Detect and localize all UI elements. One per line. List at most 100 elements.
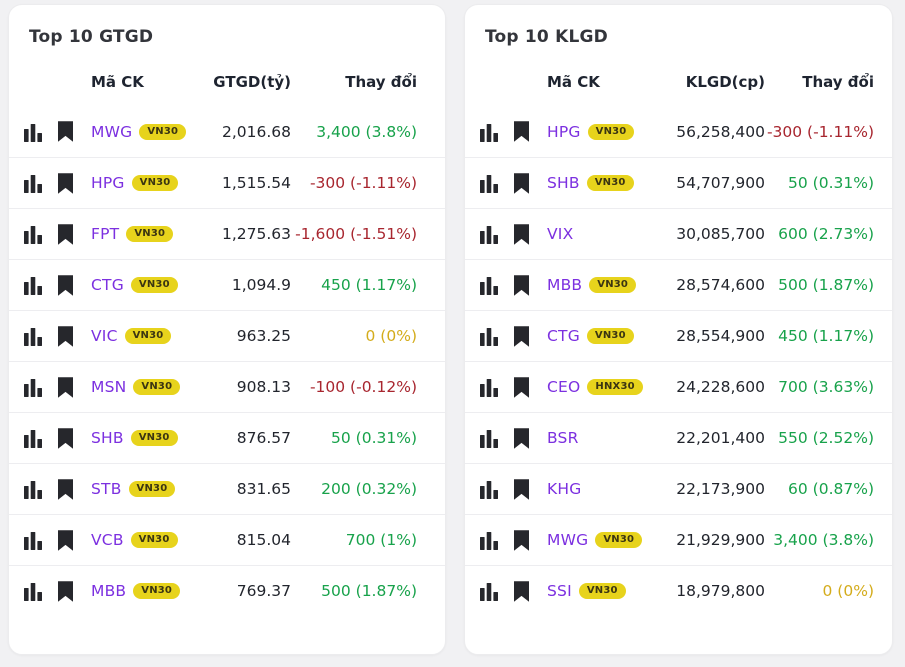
column-header-symbol: Mã CK [91,73,144,91]
row-value: 815.04 [236,531,291,549]
bar-chart-icon[interactable] [479,428,499,448]
bar-chart-icon[interactable] [23,377,43,397]
bookmark-icon[interactable] [56,172,75,195]
ticker-symbol[interactable]: HPG [547,122,581,141]
row-actions [479,580,547,603]
bar-chart-icon[interactable] [23,428,43,448]
bar-chart-icon[interactable] [479,224,499,244]
table-row: FPT VN30 1,275.63 -1,600 (-1.51%) [9,208,445,259]
row-actions [23,427,91,450]
bar-chart-icon[interactable] [479,173,499,193]
row-value: 876.57 [236,429,291,447]
ticker-symbol[interactable]: STB [91,480,122,498]
row-actions [23,529,91,552]
ticker-symbol[interactable]: MSN [91,378,127,396]
row-actions [23,274,91,297]
bar-chart-icon[interactable] [479,275,499,295]
row-actions [23,120,91,143]
row-actions [479,376,547,399]
row-change: 700 (1%) [345,531,417,549]
bookmark-icon[interactable] [512,376,531,399]
row-change: 200 (0.32%) [321,480,417,498]
index-badge: VN30 [124,328,172,344]
index-badge: VN30 [133,379,181,395]
ticker-symbol[interactable]: VIX [547,225,574,243]
row-actions [23,478,91,501]
bookmark-icon[interactable] [56,427,75,450]
index-badge: VN30 [126,226,174,242]
ticker-symbol[interactable]: KHG [547,480,582,498]
bookmark-icon[interactable] [512,223,531,246]
bookmark-icon[interactable] [512,120,531,143]
index-badge: VN30 [587,123,635,140]
bookmark-icon[interactable] [512,529,531,552]
bookmark-icon[interactable] [56,580,75,603]
row-change: 0 (0%) [822,582,874,600]
ticker-symbol[interactable]: HPG [91,174,125,192]
bar-chart-icon[interactable] [479,326,499,346]
column-header-symbol: Mã CK [547,73,600,91]
table-row: MSN VN30 908.13 -100 (-0.12%) [9,361,445,412]
bar-chart-icon[interactable] [23,326,43,346]
bookmark-icon[interactable] [56,478,75,501]
ticker-symbol[interactable]: VIC [91,327,118,345]
bookmark-icon[interactable] [512,580,531,603]
ticker-symbol[interactable]: CEO [547,378,581,396]
bookmark-icon[interactable] [56,274,75,297]
ticker-symbol[interactable]: CTG [91,276,124,294]
row-change: 3,400 (3.8%) [773,531,874,549]
row-value: 1,275.63 [221,225,291,243]
ticker-symbol[interactable]: MBB [91,582,127,600]
bookmark-icon[interactable] [56,529,75,552]
bar-chart-icon[interactable] [23,224,43,244]
bar-chart-icon[interactable] [479,377,499,397]
bar-chart-icon[interactable] [23,122,43,142]
table-row: KHG 22,173,900 60 (0.87%) [465,463,892,514]
bookmark-icon[interactable] [512,274,531,297]
row-change: 600 (2.73%) [778,225,874,243]
row-value: 22,201,400 [676,429,765,447]
row-value: 54,707,900 [676,174,765,192]
ticker-symbol[interactable]: SHB [91,429,124,447]
row-value: 28,574,600 [676,276,765,294]
bookmark-icon[interactable] [56,376,75,399]
bookmark-icon[interactable] [512,478,531,501]
row-actions [23,223,91,246]
bar-chart-icon[interactable] [23,530,43,550]
row-change: 700 (3.63%) [778,378,874,396]
bar-chart-icon[interactable] [23,581,43,601]
row-actions [479,478,547,501]
ticker-symbol[interactable]: BSR [547,429,579,447]
bar-chart-icon[interactable] [23,173,43,193]
bar-chart-icon[interactable] [479,581,499,601]
bookmark-icon[interactable] [512,325,531,348]
bookmark-icon[interactable] [56,223,75,246]
bar-chart-icon[interactable] [479,530,499,550]
ticker-symbol[interactable]: MWG [91,122,133,141]
row-value: 28,554,900 [676,327,765,345]
bar-chart-icon[interactable] [23,275,43,295]
row-value: 1,515.54 [221,174,291,192]
ticker-symbol[interactable]: VCB [91,531,124,549]
row-value: 2,016.68 [221,122,291,141]
bar-chart-icon[interactable] [23,479,43,499]
ticker-symbol[interactable]: MWG [547,531,589,549]
ticker-symbol[interactable]: FPT [91,225,120,243]
ticker-symbol[interactable]: SSI [547,582,572,600]
table-row: STB VN30 831.65 200 (0.32%) [9,463,445,514]
row-value: 30,085,700 [676,225,765,243]
ticker-symbol[interactable]: MBB [547,276,583,294]
panel-top10-gtgd: Top 10 GTGD Mã CK GTGD(tỷ) Thay đổi [8,4,446,655]
index-badge: VN30 [578,583,626,599]
ticker-symbol[interactable]: SHB [547,174,580,192]
bookmark-icon[interactable] [56,325,75,348]
row-value: 21,929,900 [676,531,765,549]
bookmark-icon[interactable] [512,172,531,195]
bookmark-icon[interactable] [512,427,531,450]
column-header-change: Thay đổi [345,73,417,91]
bar-chart-icon[interactable] [479,122,499,142]
ticker-symbol[interactable]: CTG [547,327,580,345]
table-row: SSI VN30 18,979,800 0 (0%) [465,565,892,616]
bookmark-icon[interactable] [56,120,75,143]
bar-chart-icon[interactable] [479,479,499,499]
